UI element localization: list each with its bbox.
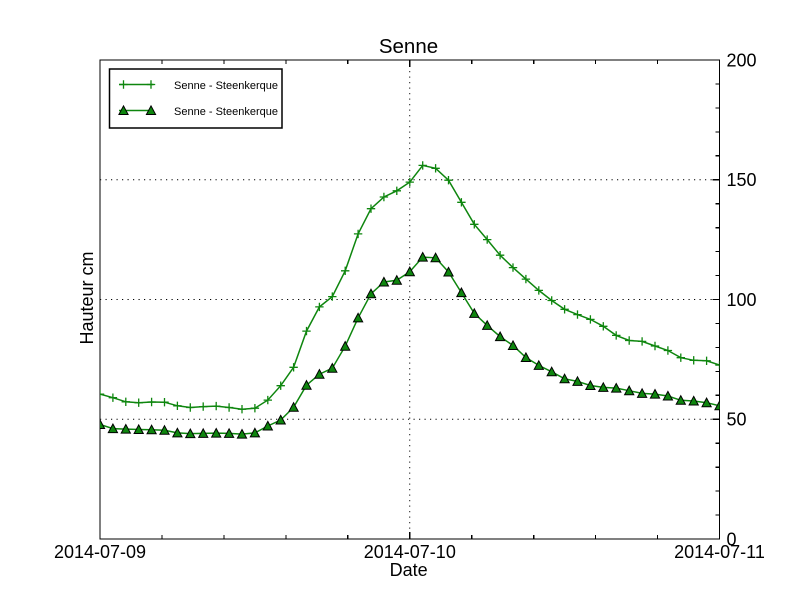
svg-text:2014-07-10: 2014-07-10 [364, 542, 456, 562]
svg-text:200: 200 [727, 50, 757, 70]
svg-text:50: 50 [727, 410, 747, 430]
svg-text:2014-07-11: 2014-07-11 [674, 542, 765, 562]
svg-text:0: 0 [727, 529, 737, 549]
svg-text:Senne - Steenkerque: Senne - Steenkerque [174, 80, 278, 92]
svg-text:Date: Date [390, 560, 428, 580]
svg-text:150: 150 [727, 170, 757, 190]
svg-text:Hauteur cm: Hauteur cm [77, 251, 97, 344]
svg-text:Senne: Senne [379, 35, 438, 58]
svg-text:100: 100 [727, 290, 757, 310]
svg-text:2014-07-09: 2014-07-09 [54, 542, 146, 562]
svg-text:Senne - Steenkerque: Senne - Steenkerque [174, 106, 278, 118]
